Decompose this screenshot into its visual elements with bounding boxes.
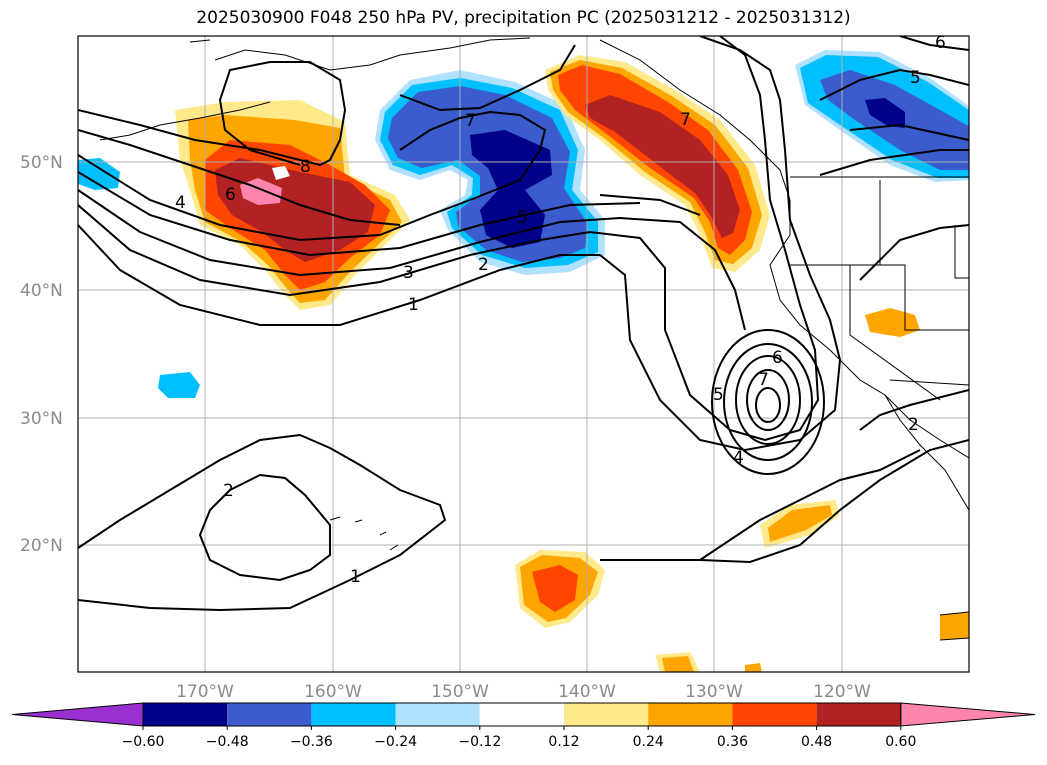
contour-label-4a: 4	[175, 193, 186, 213]
precip-positive-s3	[745, 663, 762, 672]
pv-contours	[78, 36, 969, 612]
precip-negative-small-w	[78, 158, 120, 190]
lat-label-20: 20°N	[20, 536, 63, 556]
colorbar-tick-label: −0.48	[206, 734, 249, 750]
precip-positive-gulf-4	[585, 95, 740, 238]
colorbar-tick-label: 0.48	[801, 734, 832, 750]
contour-label-6a: 6	[225, 185, 236, 205]
coastlines	[99, 37, 969, 641]
precip-shading	[78, 50, 969, 672]
precip-negative-central-4	[470, 130, 552, 248]
colorbar-segment	[816, 703, 901, 726]
colorbar-segment	[311, 703, 396, 726]
lat-labels: 50°N 40°N 30°N 20°N	[20, 153, 63, 556]
colorbar-segment	[648, 703, 733, 726]
colorbar-tick-label: 0.12	[548, 734, 579, 750]
colorbar-tick-label: −0.36	[290, 734, 333, 750]
colorbar-extend-min	[11, 702, 144, 727]
lon-label-140w: 140°W	[558, 682, 616, 702]
contour-label-2c: 2	[908, 415, 919, 435]
contour-label-6c: 6	[935, 33, 946, 53]
colorbar-tick-label: 0.36	[717, 734, 748, 750]
contour-label-2a: 2	[478, 255, 489, 275]
contour-label-6b: 6	[772, 348, 783, 368]
contour-label-5b: 5	[713, 385, 724, 405]
colorbar-tick-label: 0.60	[885, 734, 916, 750]
contour-label-7b: 7	[758, 370, 769, 390]
lat-label-50: 50°N	[20, 153, 63, 173]
contour-label-2b: 2	[223, 481, 234, 501]
lon-label-170w: 170°W	[176, 682, 234, 702]
precip-negative-small-hi	[158, 372, 200, 398]
colorbar-segment	[479, 703, 564, 726]
map-content: 1 1 2 2 2 3 4 4 5 5 5 6 6 6 7 7 7 8	[78, 33, 969, 672]
colorbar-segment	[564, 703, 649, 726]
gridlines	[78, 36, 969, 672]
map-frame	[77, 35, 970, 673]
contour-label-8: 8	[300, 157, 311, 177]
precip-positive-sub-2	[768, 505, 832, 542]
lon-label-120w: 120°W	[813, 682, 871, 702]
pv-contour-labels: 1 1 2 2 2 3 4 4 5 5 5 6 6 6 7 7 7 8	[175, 33, 946, 587]
colorbar-segment	[143, 703, 228, 726]
contour-label-7c: 7	[680, 110, 691, 130]
precip-negative-ne-4	[865, 98, 905, 128]
lat-label-30: 30°N	[20, 409, 63, 429]
map-title: 2025030900 F048 250 hPa PV, precipitatio…	[196, 8, 851, 28]
colorbar-segment	[227, 703, 312, 726]
colorbar-tick-label: −0.60	[122, 734, 165, 750]
contour-label-5c: 5	[910, 68, 921, 88]
colorbar: −0.60 −0.48 −0.36 −0.24 −0.12 0.12 0.24 0.36 0.4…	[11, 702, 1036, 750]
colorbar-tick-label: −0.12	[458, 734, 501, 750]
lon-label-160w: 160°W	[304, 682, 362, 702]
colorbar-border	[142, 702, 902, 727]
contour-label-7a: 7	[465, 111, 476, 131]
contour-label-4b: 4	[733, 448, 744, 468]
colorbar-extend-max	[900, 702, 1036, 727]
precip-white-hole	[272, 166, 290, 180]
lat-label-40: 40°N	[20, 281, 63, 301]
colorbar-tick-label: −0.24	[374, 734, 417, 750]
precip-positive-s-2	[662, 656, 694, 672]
lon-labels: 170°W 160°W 150°W 140°W 130°W 120°W	[176, 682, 871, 702]
contour-label-1a: 1	[408, 295, 419, 315]
colorbar-segment	[732, 703, 817, 726]
lon-label-150w: 150°W	[431, 682, 489, 702]
contour-label-1b: 1	[350, 567, 361, 587]
lon-label-130w: 130°W	[685, 682, 743, 702]
precip-positive-se	[940, 612, 969, 640]
contour-label-5a: 5	[517, 208, 528, 228]
colorbar-tick-label: 0.24	[633, 734, 664, 750]
contour-label-3: 3	[403, 263, 414, 283]
colorbar-segment	[395, 703, 480, 726]
precip-positive-trop-3	[532, 565, 578, 612]
